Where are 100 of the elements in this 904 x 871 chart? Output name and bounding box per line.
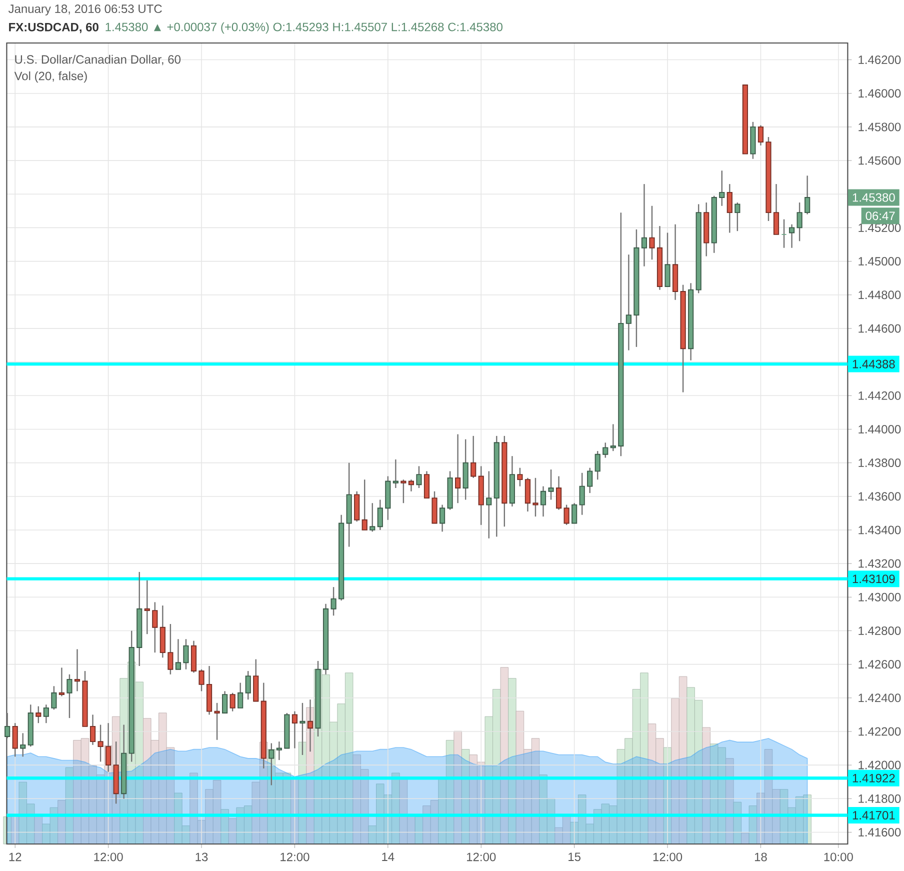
bar [733,802,742,844]
candlestick [58,667,64,697]
candlestick [292,710,298,749]
candlestick [439,504,446,532]
candlestick [788,224,795,248]
x-tick-label: 12:00 [653,852,682,862]
ref-line-label: 1.41922 [852,774,895,782]
chart-title: FX:USDCAD, 60 [9,22,98,34]
y-tick-label: 1.44600 [858,324,901,333]
candlestick [36,706,42,724]
y-tick-label: 1.46200 [858,56,901,64]
x-tick-label: 12:00 [280,852,310,862]
candlestick [43,704,49,724]
candlestick [719,170,725,206]
text: 06:47 [866,212,895,220]
x-tick-label: 12 [9,852,22,862]
y-tick-label: 1.42800 [858,626,901,635]
x-tick-label: 15 [568,852,580,862]
candlestick [362,478,368,531]
candlestick [540,486,546,518]
candlestick [758,124,764,146]
candlestick [183,638,189,670]
candlestick [486,470,492,539]
annotation: U.S. Dollar/Canadian Dollar, 60 [15,54,181,66]
y-tick-label: 1.43200 [858,559,901,568]
x-tick-label: 12:00 [94,852,123,862]
candlestick [524,477,531,512]
candlestick [587,467,593,494]
candlestick [641,183,648,267]
candlestick [781,218,787,248]
candlestick [626,254,632,351]
candlestick [602,442,608,458]
y-tick-label: 1.42000 [858,760,901,770]
candlestick [610,424,616,452]
candlestick [532,477,538,518]
y-tick-label: 1.44000 [858,424,901,434]
y-tick-label: 1.43400 [858,526,901,534]
candlestick [773,183,780,236]
y-tick-label: 1.45000 [858,257,901,266]
ref-line-label: 1.44388 [852,360,895,368]
y-tick-label: 1.45800 [858,122,901,132]
candlestick [20,732,26,758]
candlestick [377,499,383,531]
candlestick [175,638,182,670]
candlestick [90,714,96,746]
candlestick [400,478,406,504]
y-tick-label: 1.42400 [858,694,901,702]
candlestick [98,724,104,762]
candlestick [804,175,810,215]
candlestick [330,586,336,616]
candlestick [664,232,670,288]
candlestick [238,682,244,709]
y-tick-label: 1.42600 [858,660,901,669]
y-tick-label: 1.44200 [858,391,901,400]
candlestick [198,668,204,692]
candlestick [370,502,376,532]
x-tick-label: 10:00 [824,852,853,862]
candlestick [416,466,422,489]
candlestick [222,690,228,714]
candlestick [579,472,585,516]
candlestick [548,468,554,500]
y-tick-label: 1.46000 [858,89,901,98]
y-tick-label: 1.41800 [858,794,901,803]
candlestick [51,686,57,710]
candlestick [564,504,570,526]
y-tick-label: 1.43800 [858,458,901,468]
candlestick [74,648,80,692]
y-tick-label: 1.42200 [858,727,901,736]
annotation: Vol (20, false) [14,71,87,83]
candlestick [649,205,655,260]
candlestick [4,712,10,739]
candlestick [230,692,236,712]
candlestick [424,470,430,499]
candlestick [796,202,802,242]
candlestick [392,458,398,489]
candlestick [152,602,158,654]
y-tick-label: 1.43000 [858,592,901,602]
x-tick-label: 18 [754,852,767,862]
candlestick [594,450,600,480]
candlestick [556,476,562,510]
candlestick [12,722,18,758]
candlestick [276,740,282,761]
text: 1.45380 [852,193,895,202]
chart-subtitle: 1.45380 ▲ +0.00037 (+0.03%) O:1.45293 H:1.45507 L:1.45268 C:1.45380 [106,22,502,34]
ref-line-label: 1.41701 [852,811,895,820]
x-tick-label: 12:00 [467,852,496,862]
y-tick-label: 1.44800 [858,290,901,300]
candlestick [214,702,220,740]
y-tick-label: 1.41600 [858,828,901,836]
candlestick [470,435,476,479]
text: January 18, 2016 06:53 UTC [8,4,162,16]
candlestick [734,202,740,232]
candlestick [245,670,251,700]
candlestick [66,674,72,719]
candlestick [726,183,732,234]
ref-line-label: 1.43109 [852,574,895,584]
x-tick-label: 13 [196,852,208,862]
candlestick [168,623,174,675]
x-tick-label: 14 [382,852,394,861]
y-tick-label: 1.43600 [858,492,901,501]
